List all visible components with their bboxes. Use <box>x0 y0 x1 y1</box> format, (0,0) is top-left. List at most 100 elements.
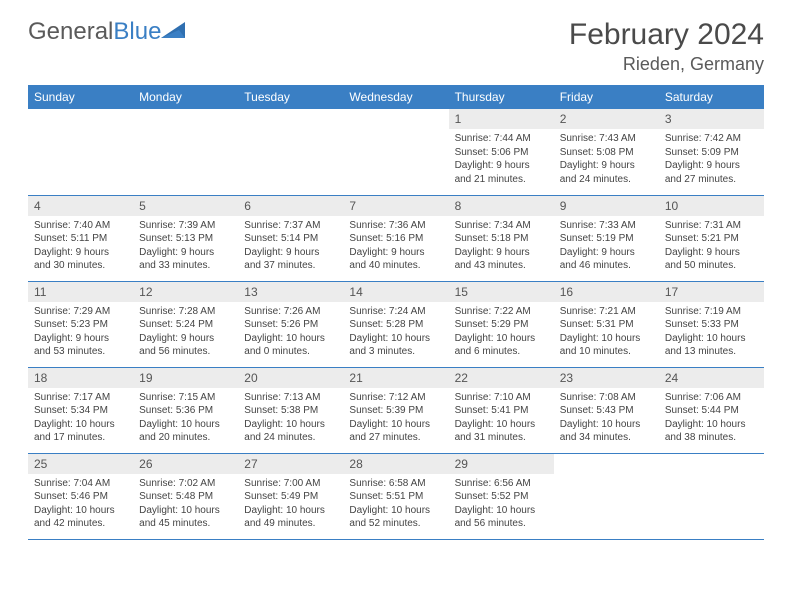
calendar-day-cell: 12Sunrise: 7:28 AMSunset: 5:24 PMDayligh… <box>133 281 238 367</box>
calendar-day-cell: 16Sunrise: 7:21 AMSunset: 5:31 PMDayligh… <box>554 281 659 367</box>
sunrise-text: Sunrise: 7:21 AM <box>560 305 653 319</box>
day-number: 18 <box>28 368 133 388</box>
day-number: 16 <box>554 282 659 302</box>
day-content: Sunrise: 7:26 AMSunset: 5:26 PMDaylight:… <box>238 302 343 364</box>
calendar-day-cell: 4Sunrise: 7:40 AMSunset: 5:11 PMDaylight… <box>28 195 133 281</box>
day-number: 23 <box>554 368 659 388</box>
daylight-text: Daylight: 10 hours and 17 minutes. <box>34 418 127 445</box>
sunrise-text: Sunrise: 7:43 AM <box>560 132 653 146</box>
calendar-day-cell: 7Sunrise: 7:36 AMSunset: 5:16 PMDaylight… <box>343 195 448 281</box>
day-number: 25 <box>28 454 133 474</box>
day-content: Sunrise: 7:19 AMSunset: 5:33 PMDaylight:… <box>659 302 764 364</box>
daylight-text: Daylight: 10 hours and 45 minutes. <box>139 504 232 531</box>
calendar-week-row: 1Sunrise: 7:44 AMSunset: 5:06 PMDaylight… <box>28 109 764 195</box>
sunset-text: Sunset: 5:49 PM <box>244 490 337 504</box>
calendar-day-cell: 3Sunrise: 7:42 AMSunset: 5:09 PMDaylight… <box>659 109 764 195</box>
day-number: 17 <box>659 282 764 302</box>
weekday-header: Thursday <box>449 85 554 109</box>
calendar-day-cell: 2Sunrise: 7:43 AMSunset: 5:08 PMDaylight… <box>554 109 659 195</box>
sunrise-text: Sunrise: 7:10 AM <box>455 391 548 405</box>
day-number: 28 <box>343 454 448 474</box>
calendar-day-cell: 5Sunrise: 7:39 AMSunset: 5:13 PMDaylight… <box>133 195 238 281</box>
day-content: Sunrise: 7:15 AMSunset: 5:36 PMDaylight:… <box>133 388 238 450</box>
day-number: 12 <box>133 282 238 302</box>
sunrise-text: Sunrise: 7:39 AM <box>139 219 232 233</box>
sunset-text: Sunset: 5:14 PM <box>244 232 337 246</box>
calendar-day-cell: 23Sunrise: 7:08 AMSunset: 5:43 PMDayligh… <box>554 367 659 453</box>
daylight-text: Daylight: 9 hours and 46 minutes. <box>560 246 653 273</box>
sunrise-text: Sunrise: 7:28 AM <box>139 305 232 319</box>
calendar-day-cell <box>343 109 448 195</box>
calendar-day-cell: 13Sunrise: 7:26 AMSunset: 5:26 PMDayligh… <box>238 281 343 367</box>
day-number: 6 <box>238 196 343 216</box>
sunset-text: Sunset: 5:41 PM <box>455 404 548 418</box>
daylight-text: Daylight: 9 hours and 27 minutes. <box>665 159 758 186</box>
sunrise-text: Sunrise: 7:26 AM <box>244 305 337 319</box>
day-number: 15 <box>449 282 554 302</box>
daylight-text: Daylight: 10 hours and 31 minutes. <box>455 418 548 445</box>
logo: GeneralBlue <box>28 18 187 46</box>
day-content: Sunrise: 7:43 AMSunset: 5:08 PMDaylight:… <box>554 129 659 191</box>
day-content: Sunrise: 7:36 AMSunset: 5:16 PMDaylight:… <box>343 216 448 278</box>
day-content: Sunrise: 7:28 AMSunset: 5:24 PMDaylight:… <box>133 302 238 364</box>
logo-part1: General <box>28 18 113 45</box>
daylight-text: Daylight: 10 hours and 3 minutes. <box>349 332 442 359</box>
title-block: February 2024 Rieden, Germany <box>569 18 764 75</box>
day-number: 24 <box>659 368 764 388</box>
sunset-text: Sunset: 5:23 PM <box>34 318 127 332</box>
daylight-text: Daylight: 9 hours and 30 minutes. <box>34 246 127 273</box>
day-content: Sunrise: 7:13 AMSunset: 5:38 PMDaylight:… <box>238 388 343 450</box>
day-number: 11 <box>28 282 133 302</box>
calendar-table: SundayMondayTuesdayWednesdayThursdayFrid… <box>28 85 764 540</box>
daylight-text: Daylight: 9 hours and 24 minutes. <box>560 159 653 186</box>
day-content: Sunrise: 7:33 AMSunset: 5:19 PMDaylight:… <box>554 216 659 278</box>
day-content: Sunrise: 7:42 AMSunset: 5:09 PMDaylight:… <box>659 129 764 191</box>
daylight-text: Daylight: 10 hours and 49 minutes. <box>244 504 337 531</box>
day-content: Sunrise: 7:22 AMSunset: 5:29 PMDaylight:… <box>449 302 554 364</box>
calendar-week-row: 25Sunrise: 7:04 AMSunset: 5:46 PMDayligh… <box>28 453 764 539</box>
daylight-text: Daylight: 10 hours and 27 minutes. <box>349 418 442 445</box>
sunset-text: Sunset: 5:38 PM <box>244 404 337 418</box>
sunrise-text: Sunrise: 7:40 AM <box>34 219 127 233</box>
calendar-day-cell: 28Sunrise: 6:58 AMSunset: 5:51 PMDayligh… <box>343 453 448 539</box>
weekday-header: Friday <box>554 85 659 109</box>
sunset-text: Sunset: 5:21 PM <box>665 232 758 246</box>
calendar-day-cell: 15Sunrise: 7:22 AMSunset: 5:29 PMDayligh… <box>449 281 554 367</box>
day-content: Sunrise: 7:37 AMSunset: 5:14 PMDaylight:… <box>238 216 343 278</box>
sunrise-text: Sunrise: 7:34 AM <box>455 219 548 233</box>
day-content: Sunrise: 7:44 AMSunset: 5:06 PMDaylight:… <box>449 129 554 191</box>
day-number: 3 <box>659 109 764 129</box>
sunset-text: Sunset: 5:06 PM <box>455 146 548 160</box>
day-content: Sunrise: 7:17 AMSunset: 5:34 PMDaylight:… <box>28 388 133 450</box>
day-content: Sunrise: 7:40 AMSunset: 5:11 PMDaylight:… <box>28 216 133 278</box>
day-number: 8 <box>449 196 554 216</box>
sunset-text: Sunset: 5:33 PM <box>665 318 758 332</box>
daylight-text: Daylight: 9 hours and 33 minutes. <box>139 246 232 273</box>
sunset-text: Sunset: 5:39 PM <box>349 404 442 418</box>
sunset-text: Sunset: 5:13 PM <box>139 232 232 246</box>
day-content: Sunrise: 7:08 AMSunset: 5:43 PMDaylight:… <box>554 388 659 450</box>
daylight-text: Daylight: 9 hours and 21 minutes. <box>455 159 548 186</box>
sunrise-text: Sunrise: 7:24 AM <box>349 305 442 319</box>
calendar-day-cell: 9Sunrise: 7:33 AMSunset: 5:19 PMDaylight… <box>554 195 659 281</box>
header: GeneralBlue February 2024 Rieden, German… <box>28 18 764 75</box>
calendar-day-cell: 29Sunrise: 6:56 AMSunset: 5:52 PMDayligh… <box>449 453 554 539</box>
day-number: 7 <box>343 196 448 216</box>
day-number: 22 <box>449 368 554 388</box>
daylight-text: Daylight: 10 hours and 52 minutes. <box>349 504 442 531</box>
day-content: Sunrise: 7:06 AMSunset: 5:44 PMDaylight:… <box>659 388 764 450</box>
calendar-day-cell: 20Sunrise: 7:13 AMSunset: 5:38 PMDayligh… <box>238 367 343 453</box>
calendar-day-cell: 6Sunrise: 7:37 AMSunset: 5:14 PMDaylight… <box>238 195 343 281</box>
calendar-day-cell: 1Sunrise: 7:44 AMSunset: 5:06 PMDaylight… <box>449 109 554 195</box>
sunrise-text: Sunrise: 7:15 AM <box>139 391 232 405</box>
sunrise-text: Sunrise: 7:00 AM <box>244 477 337 491</box>
day-content: Sunrise: 6:58 AMSunset: 5:51 PMDaylight:… <box>343 474 448 536</box>
sunrise-text: Sunrise: 7:02 AM <box>139 477 232 491</box>
day-number: 14 <box>343 282 448 302</box>
day-content: Sunrise: 7:24 AMSunset: 5:28 PMDaylight:… <box>343 302 448 364</box>
weekday-header: Monday <box>133 85 238 109</box>
sunrise-text: Sunrise: 7:04 AM <box>34 477 127 491</box>
sunset-text: Sunset: 5:51 PM <box>349 490 442 504</box>
sunset-text: Sunset: 5:43 PM <box>560 404 653 418</box>
daylight-text: Daylight: 9 hours and 53 minutes. <box>34 332 127 359</box>
